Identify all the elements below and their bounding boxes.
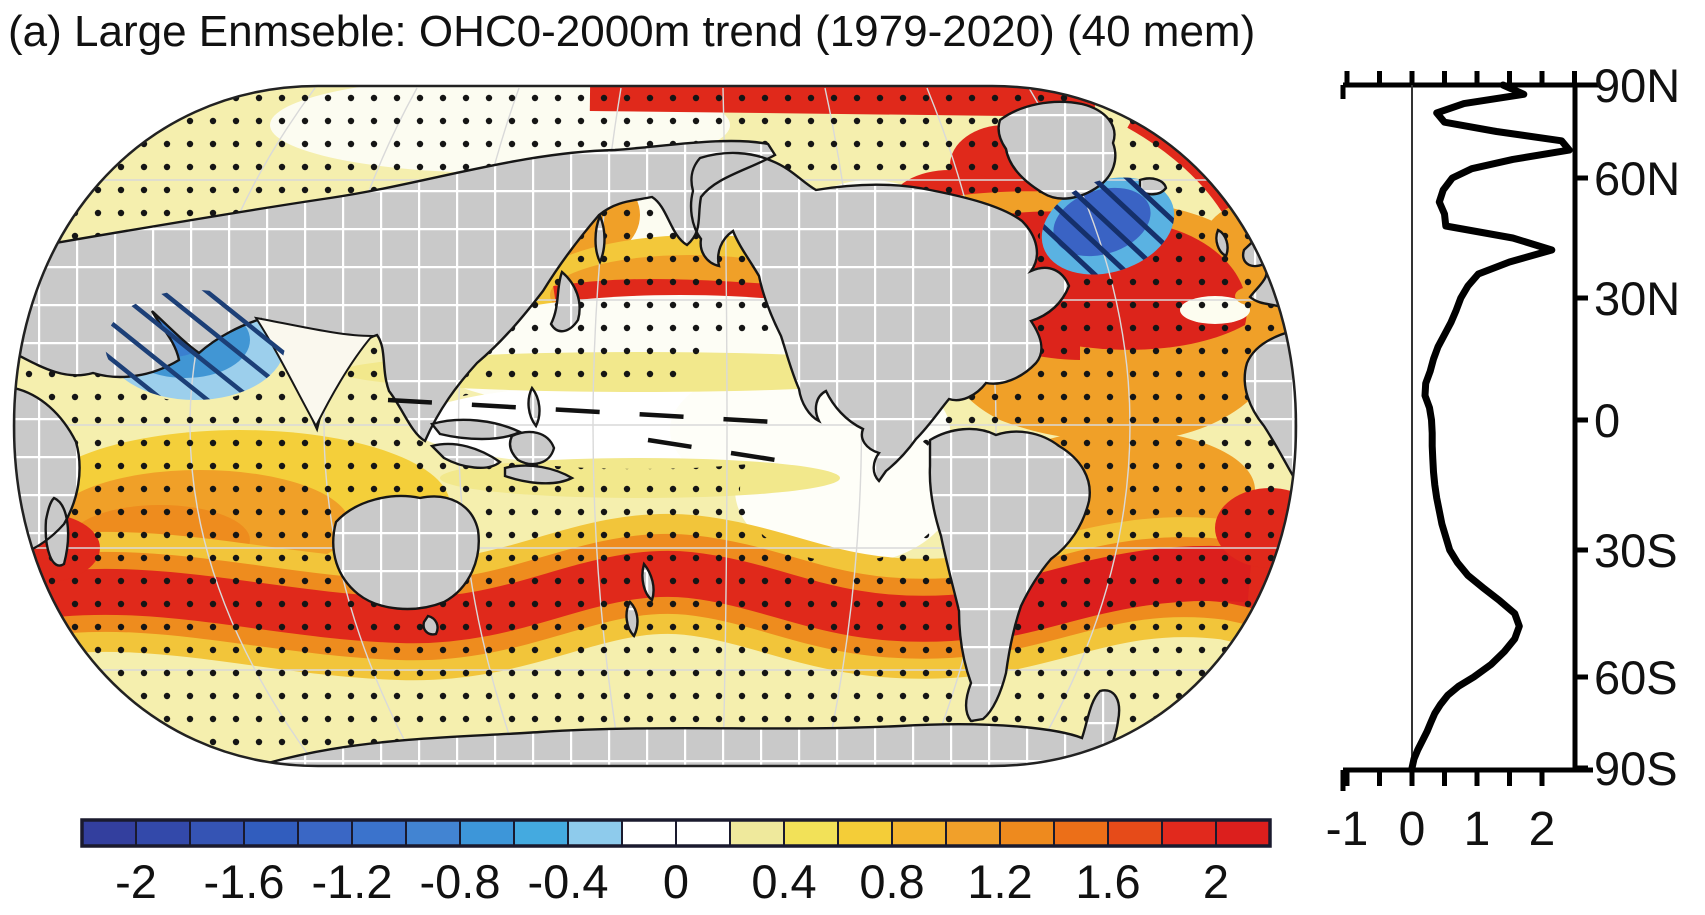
colorbar-tick-label: -1.2	[312, 855, 393, 908]
colorbar-cell	[999, 819, 1055, 847]
arabian-sea-hatching	[105, 290, 285, 400]
colorbar-cell	[1161, 819, 1217, 847]
figure-title: (a) Large Enmseble: OHC0-2000m trend (19…	[8, 7, 1255, 56]
colorbar-cell	[513, 819, 569, 847]
zonal-mean-panel	[1340, 71, 1600, 791]
colorbar-cell	[729, 819, 785, 847]
zonal-x-tick-label: -1	[1326, 803, 1369, 856]
colorbar-cell	[783, 819, 839, 847]
colorbar-cell	[189, 819, 245, 847]
zonal-bottom-ticks	[1344, 770, 1545, 786]
colorbar	[80, 818, 1272, 848]
colorbar-cell	[567, 819, 623, 847]
zonal-lat-tick-label: 90S	[1594, 742, 1678, 795]
zonal-lat-tick-label: 60N	[1594, 152, 1680, 205]
zonal-lat-ticks	[1575, 82, 1588, 771]
colorbar-cell	[459, 819, 515, 847]
zonal-lat-tick-label: 30N	[1594, 272, 1680, 325]
world-map	[12, 84, 1298, 768]
colorbar-cell	[1107, 819, 1163, 847]
colorbar-cell	[81, 819, 137, 847]
colorbar-cell	[621, 819, 677, 847]
colorbar-tick-label: -0.4	[528, 855, 609, 908]
colorbar-tick-label: -1.6	[204, 855, 285, 908]
zonal-lat-tick-label: 0	[1594, 394, 1620, 447]
colorbar-border	[80, 818, 1272, 848]
zonal-mean-curve	[1408, 81, 1573, 772]
colorbar-tick-label: -0.8	[420, 855, 501, 908]
colorbar-cell	[135, 819, 191, 847]
zonal-x-tick-label: 0	[1399, 803, 1426, 856]
colorbar-cell	[1215, 819, 1271, 847]
zonal-top-ticks	[1344, 71, 1577, 85]
pacific-dashed-hatching	[387, 397, 796, 466]
zonal-lat-tick-label: 30S	[1594, 524, 1678, 577]
colorbar-cell	[405, 819, 461, 847]
colorbar-tick-label: 2	[1203, 855, 1229, 908]
zonal-lat-tick-label: 90N	[1594, 59, 1680, 112]
colorbar-cell	[351, 819, 407, 847]
colorbar-labels: -2 -1.6 -1.2 -0.8 -0.4 0 0.4 0.8 1.2 1.6 2	[115, 855, 1229, 908]
zonal-lat-tick-label: 60S	[1594, 651, 1678, 704]
colorbar-cell	[675, 819, 731, 847]
land-india	[253, 316, 375, 429]
colorbar-cell	[1053, 819, 1109, 847]
zonal-x-tick-label: 1	[1464, 803, 1491, 856]
colorbar-cell	[891, 819, 947, 847]
zonal-x-tick-label: 2	[1529, 803, 1556, 856]
colorbar-tick-label: 0.8	[859, 855, 924, 908]
colorbar-cell	[297, 819, 353, 847]
colorbar-tick-label: -2	[115, 855, 157, 908]
colorbar-tick-label: 0.4	[751, 855, 816, 908]
colorbar-tick-label: 1.2	[967, 855, 1032, 908]
colorbar-tick-label: 0	[663, 855, 689, 908]
colorbar-tick-label: 1.6	[1075, 855, 1140, 908]
colorbar-cell	[945, 819, 1001, 847]
colorbar-cell	[837, 819, 893, 847]
map-outline	[12, 84, 1298, 768]
colorbar-cell	[243, 819, 299, 847]
atlantic-hole-hatching	[1029, 161, 1187, 291]
